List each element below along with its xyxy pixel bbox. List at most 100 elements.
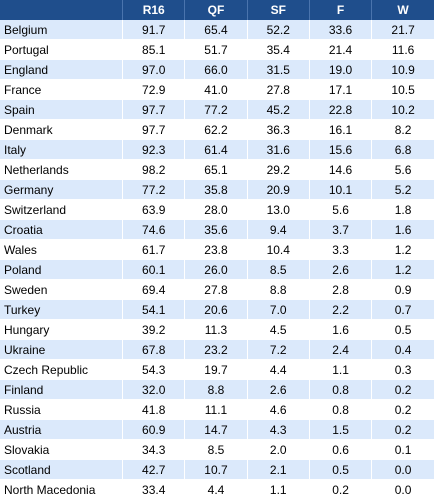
cell-w: 8.2 bbox=[371, 119, 434, 140]
cell-f: 2.2 bbox=[309, 299, 373, 320]
table-row: England 97.0 66.0 31.5 19.0 10.9 bbox=[0, 59, 434, 80]
cell-qf: 41.0 bbox=[184, 79, 248, 100]
cell-f: 0.6 bbox=[309, 439, 373, 460]
header-row: R16 QF SF F W bbox=[0, 0, 434, 20]
cell-f: 3.3 bbox=[309, 239, 373, 260]
cell-f: 10.1 bbox=[309, 179, 373, 200]
cell-w: 0.9 bbox=[371, 279, 434, 300]
cell-r16: 85.1 bbox=[122, 39, 186, 60]
cell-sf: 7.0 bbox=[247, 299, 310, 320]
cell-f: 1.1 bbox=[309, 359, 373, 380]
cell-w: 0.0 bbox=[371, 479, 434, 500]
cell-f: 2.8 bbox=[309, 279, 373, 300]
cell-team: Belgium bbox=[0, 20, 124, 40]
cell-r16: 97.7 bbox=[122, 119, 186, 140]
cell-w: 0.5 bbox=[371, 319, 434, 340]
cell-sf: 4.6 bbox=[247, 399, 310, 420]
cell-r16: 72.9 bbox=[122, 79, 186, 100]
table-row: Germany 77.2 35.8 20.9 10.1 5.2 bbox=[0, 179, 434, 200]
cell-r16: 69.4 bbox=[122, 279, 186, 300]
cell-w: 10.2 bbox=[371, 99, 434, 120]
cell-qf: 61.4 bbox=[184, 139, 248, 160]
cell-team: Hungary bbox=[0, 319, 124, 340]
cell-r16: 34.3 bbox=[122, 439, 186, 460]
cell-r16: 97.7 bbox=[122, 99, 186, 120]
cell-qf: 27.8 bbox=[184, 279, 248, 300]
table-row: Spain 97.7 77.2 45.2 22.8 10.2 bbox=[0, 99, 434, 120]
header-team bbox=[0, 0, 124, 20]
cell-w: 0.1 bbox=[371, 439, 434, 460]
cell-r16: 54.3 bbox=[122, 359, 186, 380]
cell-qf: 14.7 bbox=[184, 419, 248, 440]
cell-qf: 10.7 bbox=[184, 459, 248, 480]
cell-team: Turkey bbox=[0, 299, 124, 320]
cell-sf: 35.4 bbox=[247, 39, 310, 60]
cell-r16: 42.7 bbox=[122, 459, 186, 480]
cell-f: 2.4 bbox=[309, 339, 373, 360]
cell-team: Wales bbox=[0, 239, 124, 260]
cell-qf: 35.6 bbox=[184, 219, 248, 240]
cell-sf: 20.9 bbox=[247, 179, 310, 200]
cell-r16: 54.1 bbox=[122, 299, 186, 320]
cell-team: Netherlands bbox=[0, 159, 124, 180]
table-row: Austria 60.9 14.7 4.3 1.5 0.2 bbox=[0, 419, 434, 440]
cell-f: 0.8 bbox=[309, 399, 373, 420]
cell-w: 0.7 bbox=[371, 299, 434, 320]
cell-team: Spain bbox=[0, 99, 124, 120]
cell-w: 0.3 bbox=[371, 359, 434, 380]
cell-team: Finland bbox=[0, 379, 124, 400]
cell-qf: 62.2 bbox=[184, 119, 248, 140]
cell-w: 1.6 bbox=[371, 219, 434, 240]
cell-f: 22.8 bbox=[309, 99, 373, 120]
cell-qf: 19.7 bbox=[184, 359, 248, 380]
cell-sf: 31.5 bbox=[247, 59, 310, 80]
cell-f: 15.6 bbox=[309, 139, 373, 160]
cell-sf: 1.1 bbox=[247, 479, 310, 500]
table-row: North Macedonia 33.4 4.4 1.1 0.2 0.0 bbox=[0, 479, 434, 500]
cell-qf: 23.2 bbox=[184, 339, 248, 360]
cell-f: 1.6 bbox=[309, 319, 373, 340]
cell-r16: 61.7 bbox=[122, 239, 186, 260]
cell-sf: 45.2 bbox=[247, 99, 310, 120]
cell-team: Austria bbox=[0, 419, 124, 440]
cell-r16: 41.8 bbox=[122, 399, 186, 420]
cell-w: 10.5 bbox=[371, 79, 434, 100]
cell-qf: 26.0 bbox=[184, 259, 248, 280]
table-row: Turkey 54.1 20.6 7.0 2.2 0.7 bbox=[0, 299, 434, 320]
cell-f: 19.0 bbox=[309, 59, 373, 80]
cell-sf: 13.0 bbox=[247, 199, 310, 220]
cell-qf: 65.1 bbox=[184, 159, 248, 180]
cell-qf: 28.0 bbox=[184, 199, 248, 220]
cell-team: Denmark bbox=[0, 119, 124, 140]
table-row: Poland 60.1 26.0 8.5 2.6 1.2 bbox=[0, 259, 434, 280]
cell-w: 0.4 bbox=[371, 339, 434, 360]
cell-sf: 10.4 bbox=[247, 239, 310, 260]
cell-team: Portugal bbox=[0, 39, 124, 60]
table-row: Finland 32.0 8.8 2.6 0.8 0.2 bbox=[0, 379, 434, 400]
table-row: Portugal 85.1 51.7 35.4 21.4 11.6 bbox=[0, 39, 434, 60]
cell-r16: 97.0 bbox=[122, 59, 186, 80]
cell-r16: 63.9 bbox=[122, 199, 186, 220]
header-r16: R16 bbox=[122, 0, 186, 20]
header-f: F bbox=[309, 0, 373, 20]
cell-f: 21.4 bbox=[309, 39, 373, 60]
cell-r16: 32.0 bbox=[122, 379, 186, 400]
cell-qf: 51.7 bbox=[184, 39, 248, 60]
table-row: Croatia 74.6 35.6 9.4 3.7 1.6 bbox=[0, 219, 434, 240]
table-row: Slovakia 34.3 8.5 2.0 0.6 0.1 bbox=[0, 439, 434, 460]
cell-w: 0.0 bbox=[371, 459, 434, 480]
table-row: Italy 92.3 61.4 31.6 15.6 6.8 bbox=[0, 139, 434, 160]
table-row: Czech Republic 54.3 19.7 4.4 1.1 0.3 bbox=[0, 359, 434, 380]
cell-w: 6.8 bbox=[371, 139, 434, 160]
cell-w: 0.2 bbox=[371, 399, 434, 420]
cell-team: Slovakia bbox=[0, 439, 124, 460]
cell-f: 14.6 bbox=[309, 159, 373, 180]
cell-r16: 91.7 bbox=[122, 20, 186, 40]
cell-team: Scotland bbox=[0, 459, 124, 480]
cell-f: 33.6 bbox=[309, 20, 373, 40]
cell-r16: 60.1 bbox=[122, 259, 186, 280]
header-w: W bbox=[371, 0, 434, 20]
cell-team: Czech Republic bbox=[0, 359, 124, 380]
cell-w: 0.2 bbox=[371, 379, 434, 400]
